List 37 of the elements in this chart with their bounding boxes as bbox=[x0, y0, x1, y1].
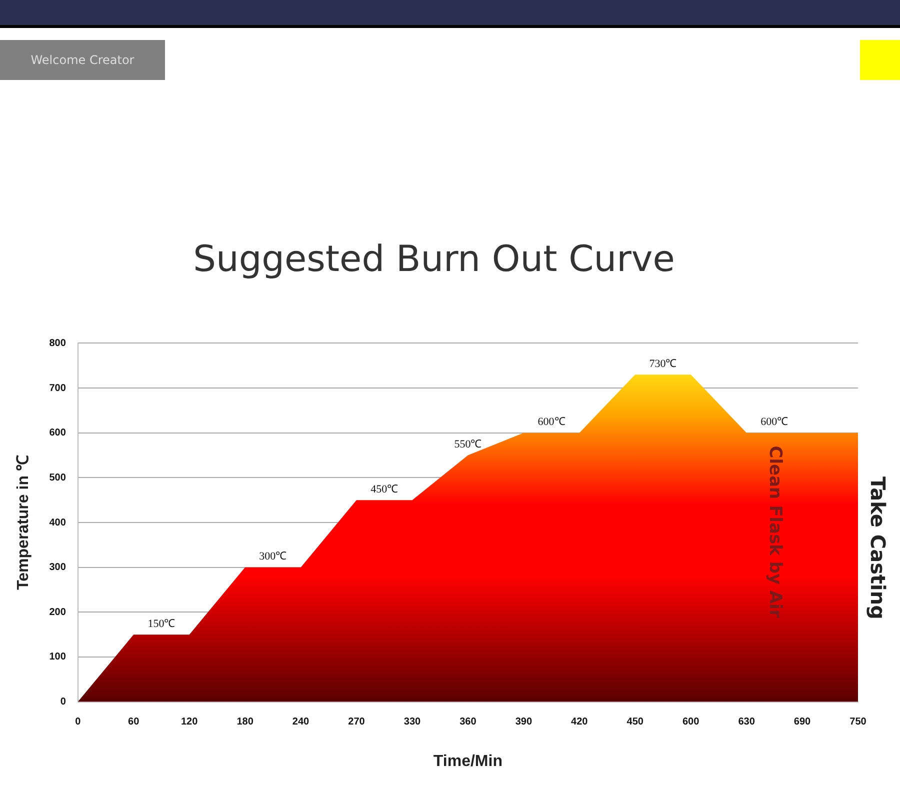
x-tick-label: 120 bbox=[180, 716, 198, 728]
x-tick-label: 270 bbox=[348, 716, 366, 728]
data-label: 550℃ bbox=[454, 438, 482, 451]
x-tick-label: 0 bbox=[75, 716, 82, 728]
data-label: 150℃ bbox=[148, 618, 176, 630]
x-tick-label: 420 bbox=[571, 716, 588, 728]
text: Take Casting bbox=[866, 476, 890, 620]
y-tick-label: 600 bbox=[49, 428, 66, 439]
data-label: 600℃ bbox=[760, 416, 788, 428]
y-tick-label: 300 bbox=[49, 562, 66, 574]
y-tick-label: 500 bbox=[49, 472, 66, 484]
x-tick-label: 60 bbox=[128, 716, 140, 728]
y-tick-label: 100 bbox=[49, 652, 66, 663]
y-tick-label: 200 bbox=[49, 606, 66, 618]
text: Welcome Creator bbox=[0, 40, 165, 80]
y-tick-label: 800 bbox=[49, 338, 66, 349]
annotation: Clean Flask by Air bbox=[764, 446, 785, 618]
data-label: 300℃ bbox=[259, 550, 287, 563]
x-tick-label: 690 bbox=[794, 716, 812, 728]
y-axis-title: Temperature in ℃ bbox=[15, 455, 32, 590]
chart-title: Suggested Burn Out Curve bbox=[193, 238, 675, 280]
y-tick-label: 400 bbox=[49, 517, 66, 528]
y-tick-label: 700 bbox=[49, 382, 66, 394]
x-tick-label: 600 bbox=[682, 716, 700, 728]
x-tick-label: 240 bbox=[292, 716, 310, 728]
x-tick-label: 450 bbox=[626, 716, 644, 728]
x-tick-label: 390 bbox=[515, 716, 532, 728]
data-label: 730℃ bbox=[649, 358, 677, 370]
x-tick-label: 180 bbox=[236, 716, 254, 728]
x-tick-label: 360 bbox=[460, 716, 477, 728]
x-axis-title: Time/Min bbox=[433, 752, 502, 770]
x-tick-label: 330 bbox=[404, 716, 421, 728]
data-label: 450℃ bbox=[370, 483, 398, 496]
x-tick-label: 750 bbox=[850, 716, 867, 728]
data-label: 600℃ bbox=[538, 416, 566, 428]
y-tick-label: 0 bbox=[60, 696, 66, 708]
x-tick-label: 630 bbox=[738, 716, 756, 728]
